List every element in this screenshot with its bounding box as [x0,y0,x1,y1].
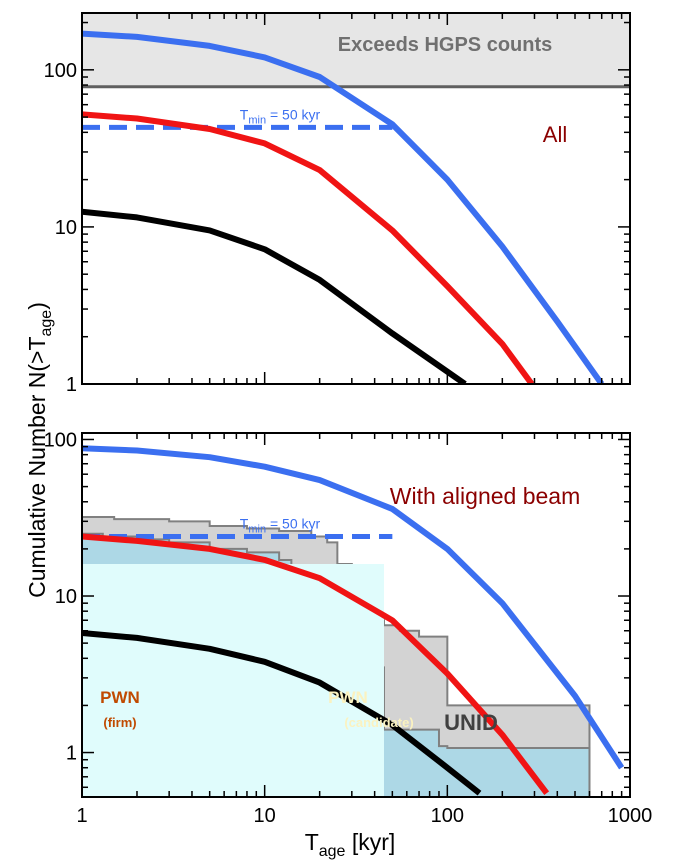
histogram-firm [82,564,630,797]
tmin-label-value: = 50 kyr [266,515,320,531]
tmin-label: Tmin = 50 kyr [240,515,321,535]
panel-label: With aligned beam [390,483,581,509]
y-tick-label: 1 [66,743,77,765]
panel-bottom-aligned-beam: Tmin = 50 kyr With aligned beam PWN (firm) P… [44,429,653,827]
unid-label: UNID [444,710,498,735]
x-tick-label: 10 [254,805,276,827]
panel-label: All [543,122,567,147]
series-red-line [82,111,535,384]
y-tick-label: 1 [66,374,77,396]
y-axis-label-end: ) [24,302,50,310]
series-blue-line [82,30,605,384]
x-tick-label: 100 [431,805,464,827]
threshold-region [82,13,630,87]
x-tick-label: 1 [76,805,87,827]
pwn-firm-label: PWN [100,688,140,707]
tmin-label-sub: min [248,523,266,535]
tmin-label-main: T [240,106,249,122]
y-axis-label-sub: age [38,310,55,337]
x-axis-label: Tage [kyr] [305,829,396,860]
pwn-candidate-label: PWN [328,688,368,707]
y-tick-label: 100 [44,429,77,451]
tmin-label-value: = 50 kyr [266,106,320,122]
pwn-firm-sub-label: (firm) [103,715,136,730]
y-tick-label: 100 [44,60,77,82]
series-black-line [82,208,467,384]
y-tick-label: 10 [55,586,77,608]
series-black-line [82,630,482,796]
plot-area [82,445,630,797]
y-axis-label-main: Cumulative Number N(>T [24,336,50,597]
series-blue-line [82,445,625,770]
x-tick-label: 1000 [608,805,653,827]
plot-area [82,13,630,384]
tmin-label-main: T [240,515,249,531]
tmin-label: Tmin = 50 kyr [240,106,321,126]
series-red-line [82,533,550,796]
pwn-candidate-sub-label: (candidate) [344,715,413,730]
x-axis-label-unit: [kyr] [345,829,395,855]
x-axis-label-main: T [305,829,319,855]
y-axis-label: Cumulative Number N(>Tage) [24,302,55,598]
plot-frame [81,12,631,385]
panel-top-all: Exceeds HGPS counts Tmin = 50 kyr All 1 10 10… [44,12,631,396]
plot-frame [81,432,631,798]
x-axis-label-sub: age [319,843,346,860]
threshold-label: Exceeds HGPS counts [338,34,553,56]
tmin-label-sub: min [248,114,266,126]
y-tick-label: 10 [55,217,77,239]
